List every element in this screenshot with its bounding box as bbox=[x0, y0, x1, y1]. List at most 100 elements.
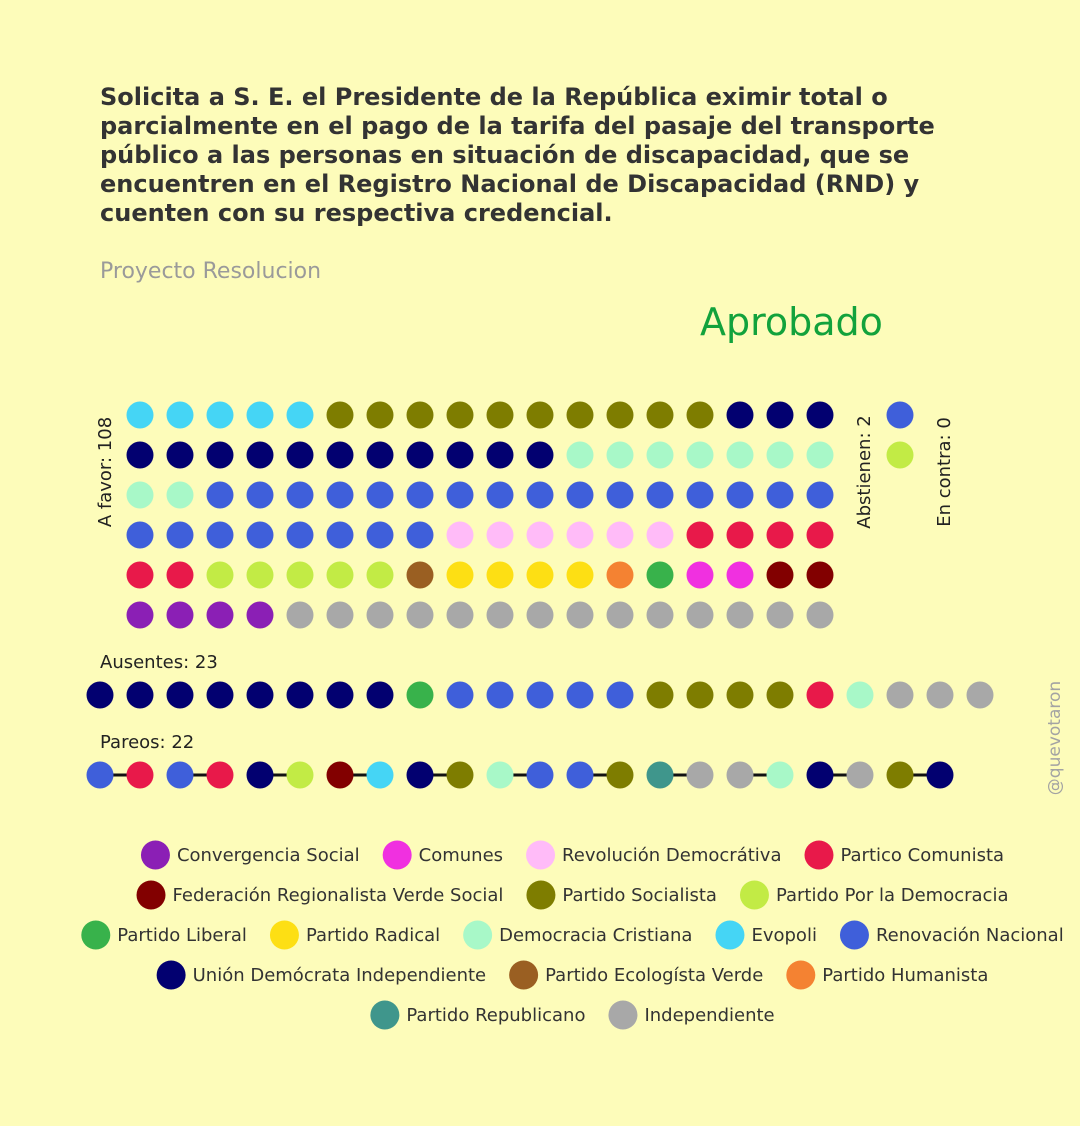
vote-dot-a-favor: Partido Socialista bbox=[446, 401, 474, 429]
legend-swatch bbox=[81, 920, 111, 950]
legend-label: Partido Liberal bbox=[117, 925, 247, 946]
vote-dot-ausente: Independiente bbox=[886, 681, 914, 709]
vote-dot-a-favor: Unión Demócrata Independiente bbox=[126, 441, 154, 469]
vote-dot-a-favor: Renovación Nacional bbox=[566, 481, 594, 509]
vote-dot-a-favor: Convergencia Social bbox=[206, 601, 234, 629]
vote-dot-a-favor: Renovación Nacional bbox=[406, 481, 434, 509]
vote-dot-pareo: Evopoli bbox=[366, 761, 394, 789]
vote-dot-a-favor: Renovación Nacional bbox=[206, 521, 234, 549]
vote-dot-a-favor: Federación Regionalista Verde Social bbox=[806, 561, 834, 589]
vote-dot-a-favor: Renovación Nacional bbox=[526, 481, 554, 509]
vote-dot-a-favor: Unión Demócrata Independiente bbox=[486, 441, 514, 469]
legend-item-convergencia-social: Convergencia Social bbox=[140, 840, 360, 870]
legend-swatch bbox=[370, 1000, 400, 1030]
legend-label: Federación Regionalista Verde Social bbox=[173, 885, 504, 906]
vote-dot-a-favor: Independiente bbox=[726, 601, 754, 629]
vote-dot-a-favor: Renovación Nacional bbox=[326, 481, 354, 509]
legend-label: Evopoli bbox=[751, 925, 816, 946]
legend-label: Partido Ecologísta Verde bbox=[545, 965, 763, 986]
legend-item-partido-ecologista-verde: Partido Ecologísta Verde bbox=[509, 960, 763, 990]
legend-swatch bbox=[509, 960, 539, 990]
legend-label: Partido Socialista bbox=[562, 885, 717, 906]
vote-dot-a-favor: Comunes bbox=[726, 561, 754, 589]
vote-dot-a-favor: Renovación Nacional bbox=[326, 521, 354, 549]
legend-swatch bbox=[786, 960, 816, 990]
vote-dot-pareo: Renovación Nacional bbox=[566, 761, 594, 789]
vote-dot-a-favor: Convergencia Social bbox=[246, 601, 274, 629]
vote-dot-a-favor: Partido Por la Democracia bbox=[286, 561, 314, 589]
vote-dot-a-favor: Democracia Cristiana bbox=[166, 481, 194, 509]
legend-label: Revolución Democrátiva bbox=[562, 845, 781, 866]
vote-dot-a-favor: Partido Socialista bbox=[486, 401, 514, 429]
ausentes-label: Ausentes: 23 bbox=[100, 652, 218, 673]
legend-label: Unión Demócrata Independiente bbox=[193, 965, 487, 986]
vote-dot-ausente: Unión Demócrata Independiente bbox=[246, 681, 274, 709]
vote-dot-a-favor: Democracia Cristiana bbox=[646, 441, 674, 469]
vote-dot-a-favor: Independiente bbox=[686, 601, 714, 629]
pareos-label: Pareos: 22 bbox=[100, 732, 194, 753]
vote-dot-ausente: Independiente bbox=[966, 681, 994, 709]
vote-dot-a-favor: Independiente bbox=[286, 601, 314, 629]
legend-item-partido-radical: Partido Radical bbox=[269, 920, 440, 950]
vote-dot-a-favor: Unión Demócrata Independiente bbox=[166, 441, 194, 469]
vote-dot-a-favor: Revolución Democrátiva bbox=[606, 521, 634, 549]
legend-swatch bbox=[839, 920, 869, 950]
vote-dot-a-favor: Evopoli bbox=[166, 401, 194, 429]
vote-dot-a-favor: Convergencia Social bbox=[126, 601, 154, 629]
abstienen-group: Abstienen: 2 Renovación Nacional Partido P… bbox=[854, 401, 914, 529]
vote-dot-a-favor: Renovación Nacional bbox=[366, 521, 394, 549]
vote-dot-a-favor: Evopoli bbox=[246, 401, 274, 429]
vote-dot-a-favor: Unión Demócrata Independiente bbox=[446, 441, 474, 469]
vote-dot-ausente: Renovación Nacional bbox=[486, 681, 514, 709]
abstienen-label: Abstienen: 2 bbox=[854, 415, 875, 528]
vote-dot-abstienen: Partido Por la Democracia bbox=[886, 441, 914, 469]
legend-item-revolucion-democrativa: Revolución Democrátiva bbox=[526, 840, 781, 870]
legend-item-evopoli: Evopoli bbox=[715, 920, 817, 950]
vote-dot-a-favor: Renovación Nacional bbox=[166, 521, 194, 549]
vote-dot-a-favor: Partido Socialista bbox=[406, 401, 434, 429]
vote-dot-a-favor: Unión Demócrata Independiente bbox=[366, 441, 394, 469]
vote-dot-a-favor: Renovación Nacional bbox=[806, 481, 834, 509]
vote-dot-a-favor: Partico Comunista bbox=[166, 561, 194, 589]
legend-label: Comunes bbox=[419, 845, 503, 866]
vote-dot-ausente: Partido Socialista bbox=[686, 681, 714, 709]
legend-label: Convergencia Social bbox=[177, 845, 360, 866]
vote-dot-pareo: Partido Socialista bbox=[886, 761, 914, 789]
vote-dot-a-favor: Partico Comunista bbox=[686, 521, 714, 549]
vote-dot-a-favor: Partido Radical bbox=[446, 561, 474, 589]
vote-dot-pareo: Renovación Nacional bbox=[86, 761, 114, 789]
vote-dot-ausente: Unión Demócrata Independiente bbox=[326, 681, 354, 709]
vote-dot-ausente: Unión Demócrata Independiente bbox=[166, 681, 194, 709]
vote-dot-a-favor: Partico Comunista bbox=[126, 561, 154, 589]
vote-dot-a-favor: Evopoli bbox=[206, 401, 234, 429]
vote-dot-a-favor: Revolución Democrátiva bbox=[486, 521, 514, 549]
vote-dot-ausente: Partido Socialista bbox=[646, 681, 674, 709]
vote-dot-a-favor: Renovación Nacional bbox=[486, 481, 514, 509]
vote-dot-abstienen: Renovación Nacional bbox=[886, 401, 914, 429]
en-contra-label: En contra: 0 bbox=[934, 417, 955, 527]
credit-label: @quevotaron bbox=[1045, 681, 1065, 795]
vote-dot-pareo: Independiente bbox=[686, 761, 714, 789]
vote-dot-pareo: Democracia Cristiana bbox=[766, 761, 794, 789]
vote-dot-a-favor: Partido Por la Democracia bbox=[206, 561, 234, 589]
vote-dot-a-favor: Independiente bbox=[766, 601, 794, 629]
legend-item-partido-por-la-democracia: Partido Por la Democracia bbox=[739, 880, 1009, 910]
vote-dot-pareo: Partico Comunista bbox=[126, 761, 154, 789]
legend-swatch bbox=[715, 920, 745, 950]
vote-dot-pareo: Independiente bbox=[846, 761, 874, 789]
vote-dot-a-favor: Independiente bbox=[646, 601, 674, 629]
legend-swatch bbox=[739, 880, 769, 910]
vote-dot-a-favor: Renovación Nacional bbox=[246, 481, 274, 509]
vote-dot-pareo: Unión Demócrata Independiente bbox=[926, 761, 954, 789]
vote-dot-pareo: Partido Socialista bbox=[606, 761, 634, 789]
vote-dot-a-favor: Independiente bbox=[366, 601, 394, 629]
vote-dot-pareo: Independiente bbox=[726, 761, 754, 789]
vote-dot-a-favor: Democracia Cristiana bbox=[606, 441, 634, 469]
legend-label: Partico Comunista bbox=[840, 845, 1004, 866]
legend-item-federacion-regionalista-verde-social: Federación Regionalista Verde Social bbox=[136, 880, 504, 910]
legend-swatch bbox=[269, 920, 299, 950]
vote-dot-a-favor: Partido Humanista bbox=[606, 561, 634, 589]
legend-swatch bbox=[136, 880, 166, 910]
legend-swatch bbox=[156, 960, 186, 990]
chart-subtitle: Proyecto Resolucion bbox=[100, 259, 322, 284]
